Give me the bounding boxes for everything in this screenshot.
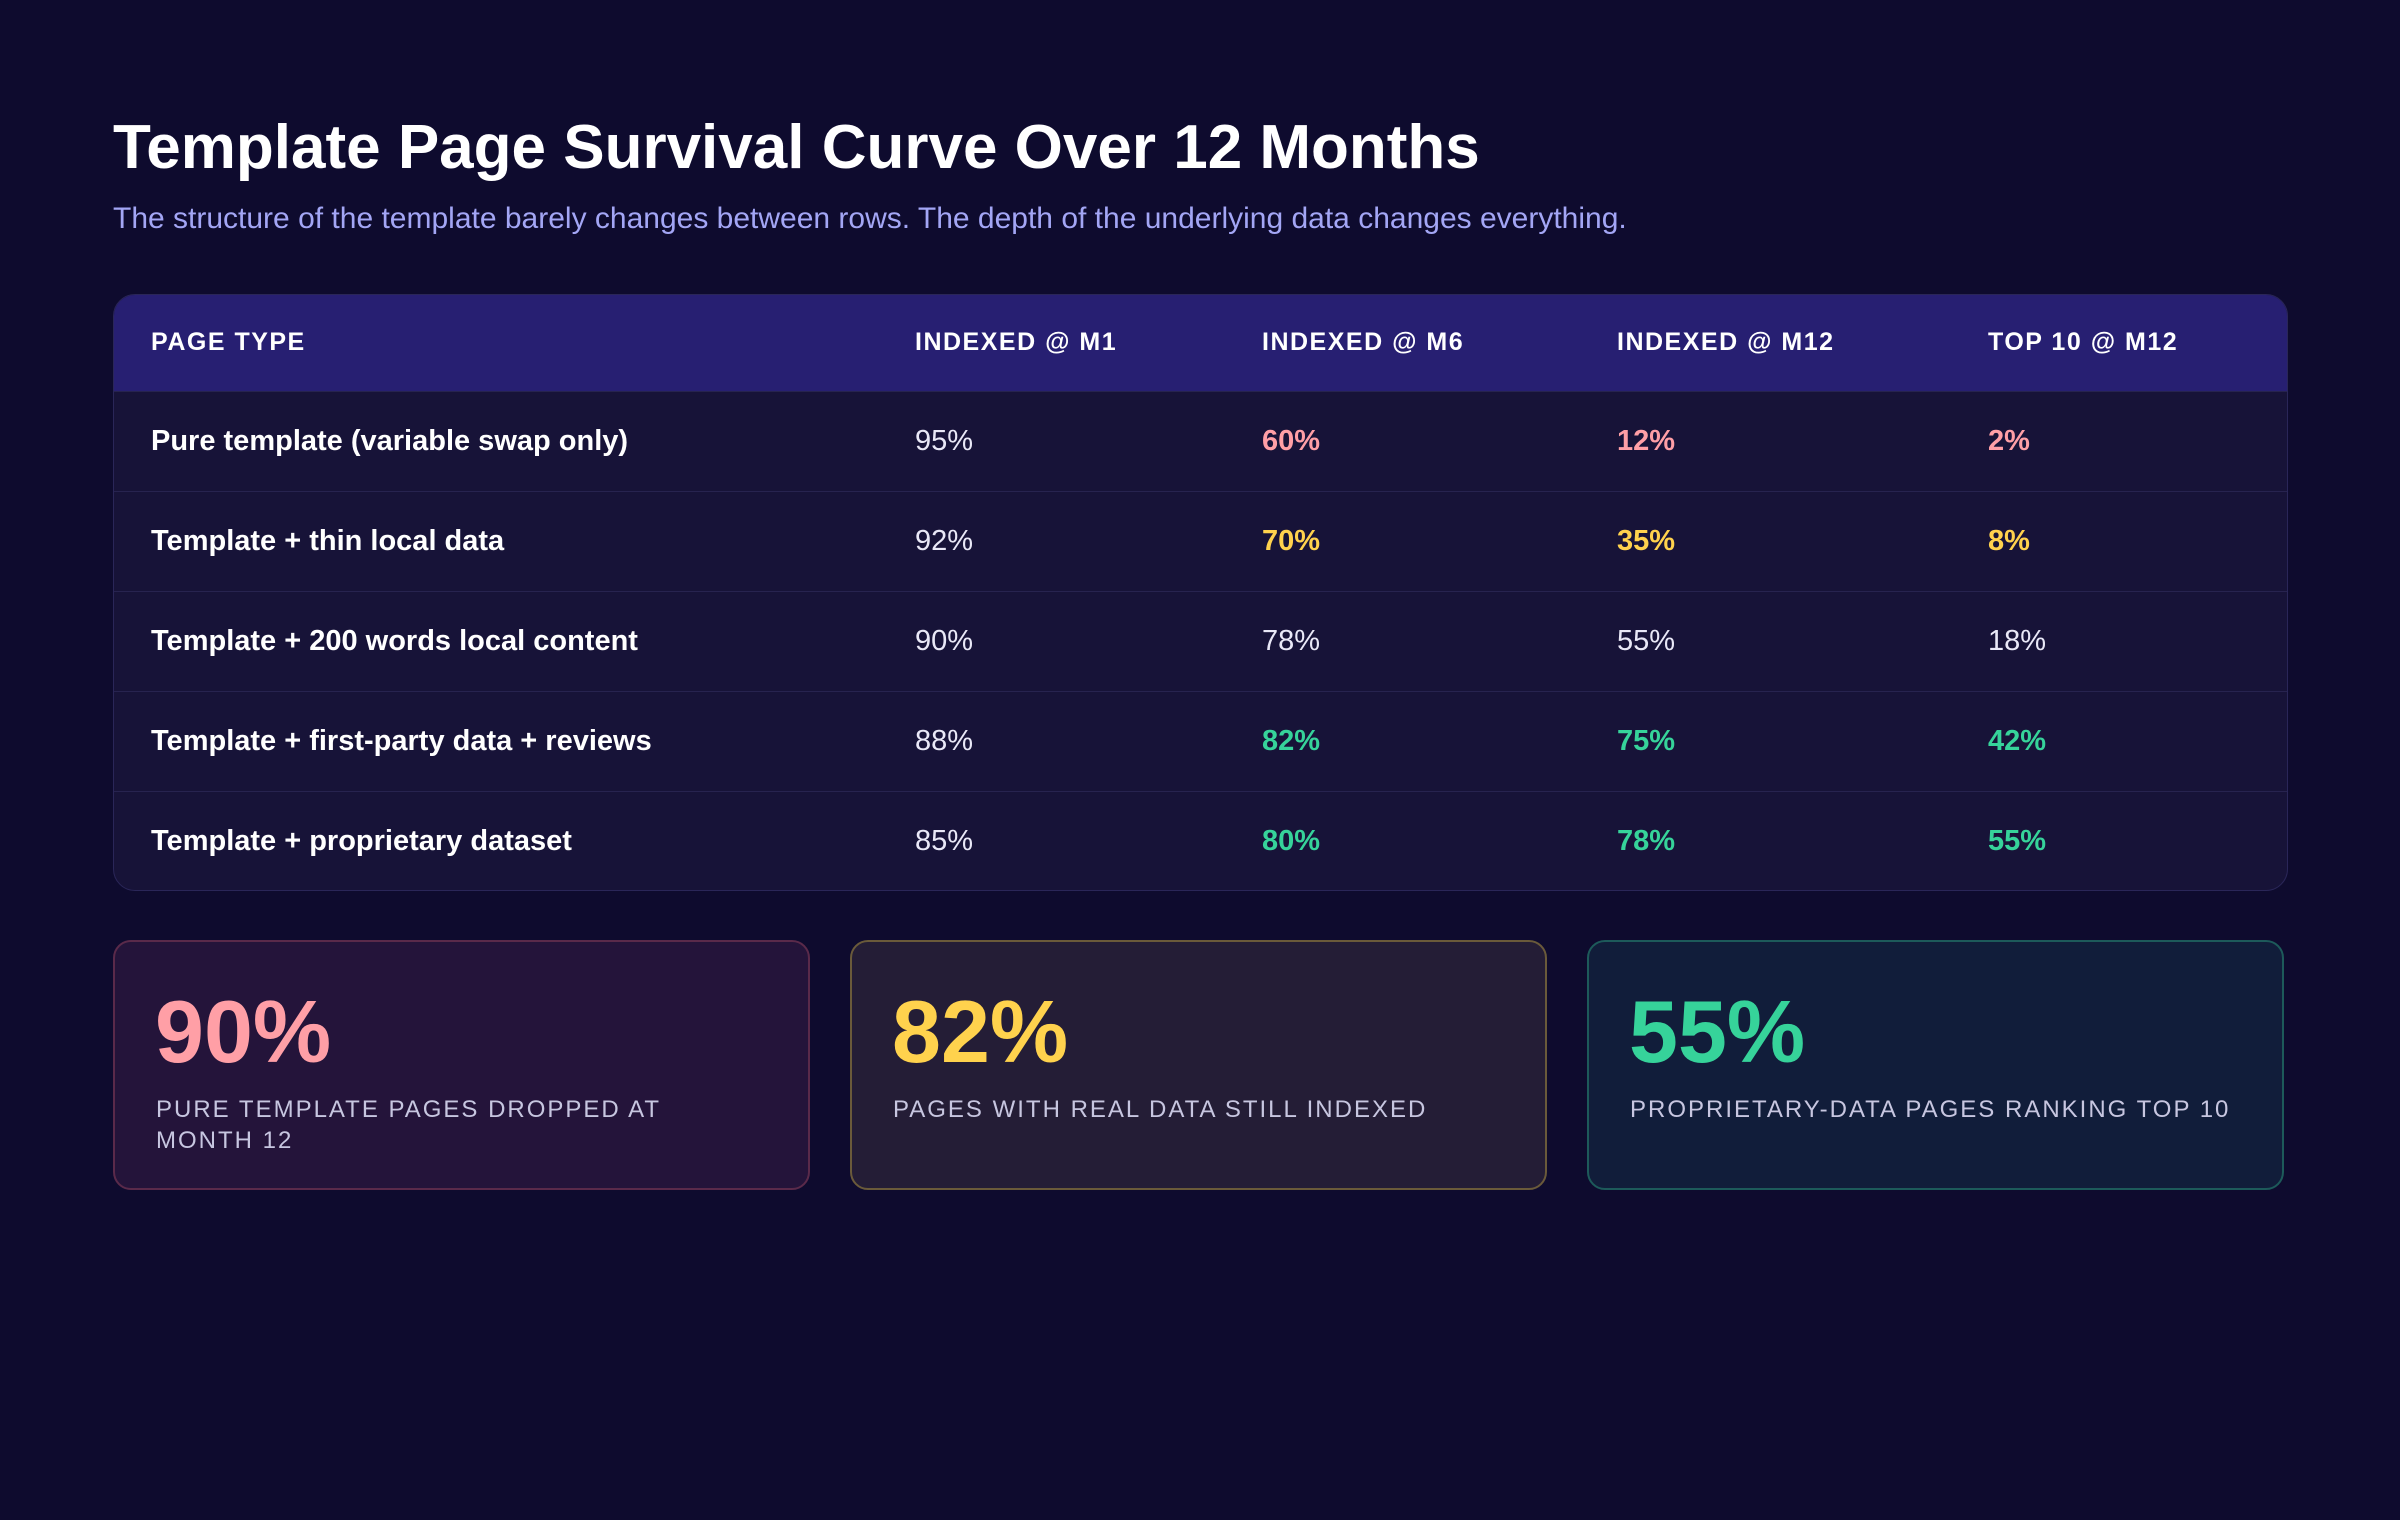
- cell-indexed-m12: 55%: [1617, 624, 1676, 657]
- stat-card-value: 90%: [155, 982, 332, 1081]
- cell-indexed-m1: 85%: [915, 824, 974, 857]
- cell-indexed-m6: 82%: [1262, 724, 1321, 757]
- column-header-indexed-m1: INDEXED @ M1: [915, 328, 1118, 357]
- cell-page-type: Template + thin local data: [151, 524, 505, 557]
- cell-page-type: Template + first-party data + reviews: [151, 724, 652, 757]
- table-row: Template + first-party data + reviews 88…: [114, 691, 2287, 791]
- table-body: Pure template (variable swap only) 95% 6…: [114, 391, 2287, 890]
- cell-indexed-m6: 78%: [1262, 624, 1321, 657]
- cell-indexed-m12: 35%: [1617, 524, 1676, 557]
- cell-indexed-m12: 78%: [1617, 824, 1676, 857]
- cell-top10-m12: 55%: [1988, 824, 2047, 857]
- cell-page-type: Pure template (variable swap only): [151, 424, 629, 457]
- column-header-top10-m12: TOP 10 @ M12: [1988, 328, 2179, 357]
- table-row: Template + proprietary dataset 85% 80% 7…: [114, 791, 2287, 890]
- cell-indexed-m6: 60%: [1262, 424, 1321, 457]
- page-title: Template Page Survival Curve Over 12 Mon…: [113, 113, 1480, 182]
- cell-top10-m12: 2%: [1988, 424, 2030, 457]
- table-row: Pure template (variable swap only) 95% 6…: [114, 391, 2287, 491]
- cell-indexed-m12: 12%: [1617, 424, 1676, 457]
- table-row: Template + thin local data 92% 70% 35% 8…: [114, 491, 2287, 591]
- stat-card-value: 55%: [1629, 982, 1806, 1081]
- cell-top10-m12: 8%: [1988, 524, 2030, 557]
- column-header-page-type: PAGE TYPE: [151, 328, 306, 357]
- cell-indexed-m12: 75%: [1617, 724, 1676, 757]
- stat-card-label: PURE TEMPLATE PAGES DROPPED AT MONTH 12: [156, 1096, 661, 1154]
- stat-card-dropped: 90% PURE TEMPLATE PAGES DROPPED AT MONTH…: [113, 940, 810, 1190]
- cell-top10-m12: 18%: [1988, 624, 2047, 657]
- cell-indexed-m6: 80%: [1262, 824, 1321, 857]
- stat-card-value: 82%: [892, 982, 1069, 1081]
- stat-card-still-indexed: 82% PAGES WITH REAL DATA STILL INDEXED: [850, 940, 1547, 1190]
- cell-indexed-m1: 92%: [915, 524, 974, 557]
- cell-indexed-m1: 90%: [915, 624, 974, 657]
- cell-indexed-m1: 88%: [915, 724, 974, 757]
- stat-card-label: PAGES WITH REAL DATA STILL INDEXED: [893, 1096, 1428, 1123]
- table-header-row: PAGE TYPE INDEXED @ M1 INDEXED @ M6 INDE…: [114, 295, 2287, 391]
- table-header: PAGE TYPE INDEXED @ M1 INDEXED @ M6 INDE…: [114, 295, 2287, 391]
- stat-cards: 90% PURE TEMPLATE PAGES DROPPED AT MONTH…: [113, 940, 2288, 1192]
- cell-page-type: Template + proprietary dataset: [151, 824, 572, 857]
- cell-page-type: Template + 200 words local content: [151, 624, 638, 657]
- stat-card-ranking-top10: 55% PROPRIETARY-DATA PAGES RANKING TOP 1…: [1587, 940, 2284, 1190]
- cell-indexed-m1: 95%: [915, 424, 974, 457]
- cell-indexed-m6: 70%: [1262, 524, 1321, 557]
- column-header-indexed-m6: INDEXED @ M6: [1262, 328, 1465, 357]
- page-subtitle: The structure of the template barely cha…: [113, 202, 1627, 235]
- stat-card-label: PROPRIETARY-DATA PAGES RANKING TOP 10: [1630, 1096, 2231, 1123]
- survival-table: PAGE TYPE INDEXED @ M1 INDEXED @ M6 INDE…: [114, 295, 2287, 890]
- table-row: Template + 200 words local content 90% 7…: [114, 591, 2287, 691]
- survival-table-container: PAGE TYPE INDEXED @ M1 INDEXED @ M6 INDE…: [113, 294, 2288, 891]
- column-header-indexed-m12: INDEXED @ M12: [1617, 328, 1835, 357]
- cell-top10-m12: 42%: [1988, 724, 2047, 757]
